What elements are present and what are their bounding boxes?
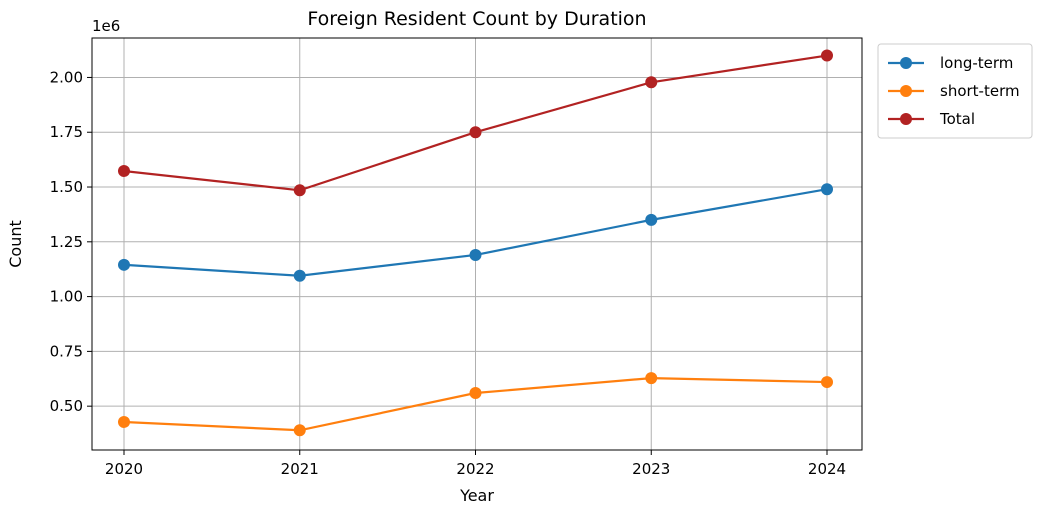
x-tick-label: 2020 xyxy=(105,460,143,478)
long-term-data-point xyxy=(645,213,658,226)
y-tick-label: 0.75 xyxy=(50,342,83,360)
long-term-data-point xyxy=(469,248,482,261)
short-term-data-point xyxy=(645,372,658,385)
y-tick-label: 0.50 xyxy=(50,397,83,415)
short-term-data-point xyxy=(469,387,482,400)
total-legend-marker xyxy=(900,113,912,125)
x-tick-label: 2022 xyxy=(456,460,494,478)
short-term-legend-marker xyxy=(900,85,912,97)
total-data-point xyxy=(118,165,130,178)
y-axis-label: Count xyxy=(6,220,25,268)
short-term-legend-label: short-term xyxy=(940,82,1020,100)
x-tick-label: 2021 xyxy=(281,460,319,478)
total-data-point xyxy=(645,76,658,89)
long-term-data-point xyxy=(293,269,306,282)
x-tick-label: 2023 xyxy=(632,460,670,478)
short-term-data-point xyxy=(118,415,130,428)
series-layer xyxy=(118,49,833,437)
grid-lines xyxy=(92,38,862,450)
short-term-data-point xyxy=(821,376,833,389)
total-data-point xyxy=(821,49,833,62)
y-tick-label: 1.50 xyxy=(50,178,83,196)
long-term-legend-label: long-term xyxy=(940,54,1013,72)
y-axis-ticks: 0.50 0.75 1.00 1.25 1.50 1.75 2.00 xyxy=(50,68,92,415)
legend: long-term short-term Total xyxy=(877,43,1033,139)
x-axis-label: Year xyxy=(459,486,494,505)
legend-frame xyxy=(877,43,1033,139)
x-axis-ticks: 2020 2021 2022 2023 2024 xyxy=(105,450,846,478)
chart-title: Foreign Resident Count by Duration xyxy=(307,8,646,30)
total-data-point xyxy=(293,184,306,197)
y-tick-label: 1.25 xyxy=(50,233,83,251)
long-term-data-point xyxy=(821,183,833,196)
x-tick-label: 2024 xyxy=(808,460,846,478)
total-legend-label: Total xyxy=(939,110,975,128)
legend-items: long-term short-term Total xyxy=(888,54,1020,128)
y-tick-label: 1.75 xyxy=(50,123,83,141)
total-data-point xyxy=(469,126,482,139)
long-term-legend-marker xyxy=(900,57,912,69)
y-tick-label: 1.00 xyxy=(50,288,83,306)
y-tick-label: 2.00 xyxy=(50,68,83,86)
plot-area-frame xyxy=(91,37,863,451)
long-term-data-point xyxy=(118,258,130,271)
short-term-data-point xyxy=(293,424,306,437)
y-offset-label: 1e6 xyxy=(92,17,120,35)
